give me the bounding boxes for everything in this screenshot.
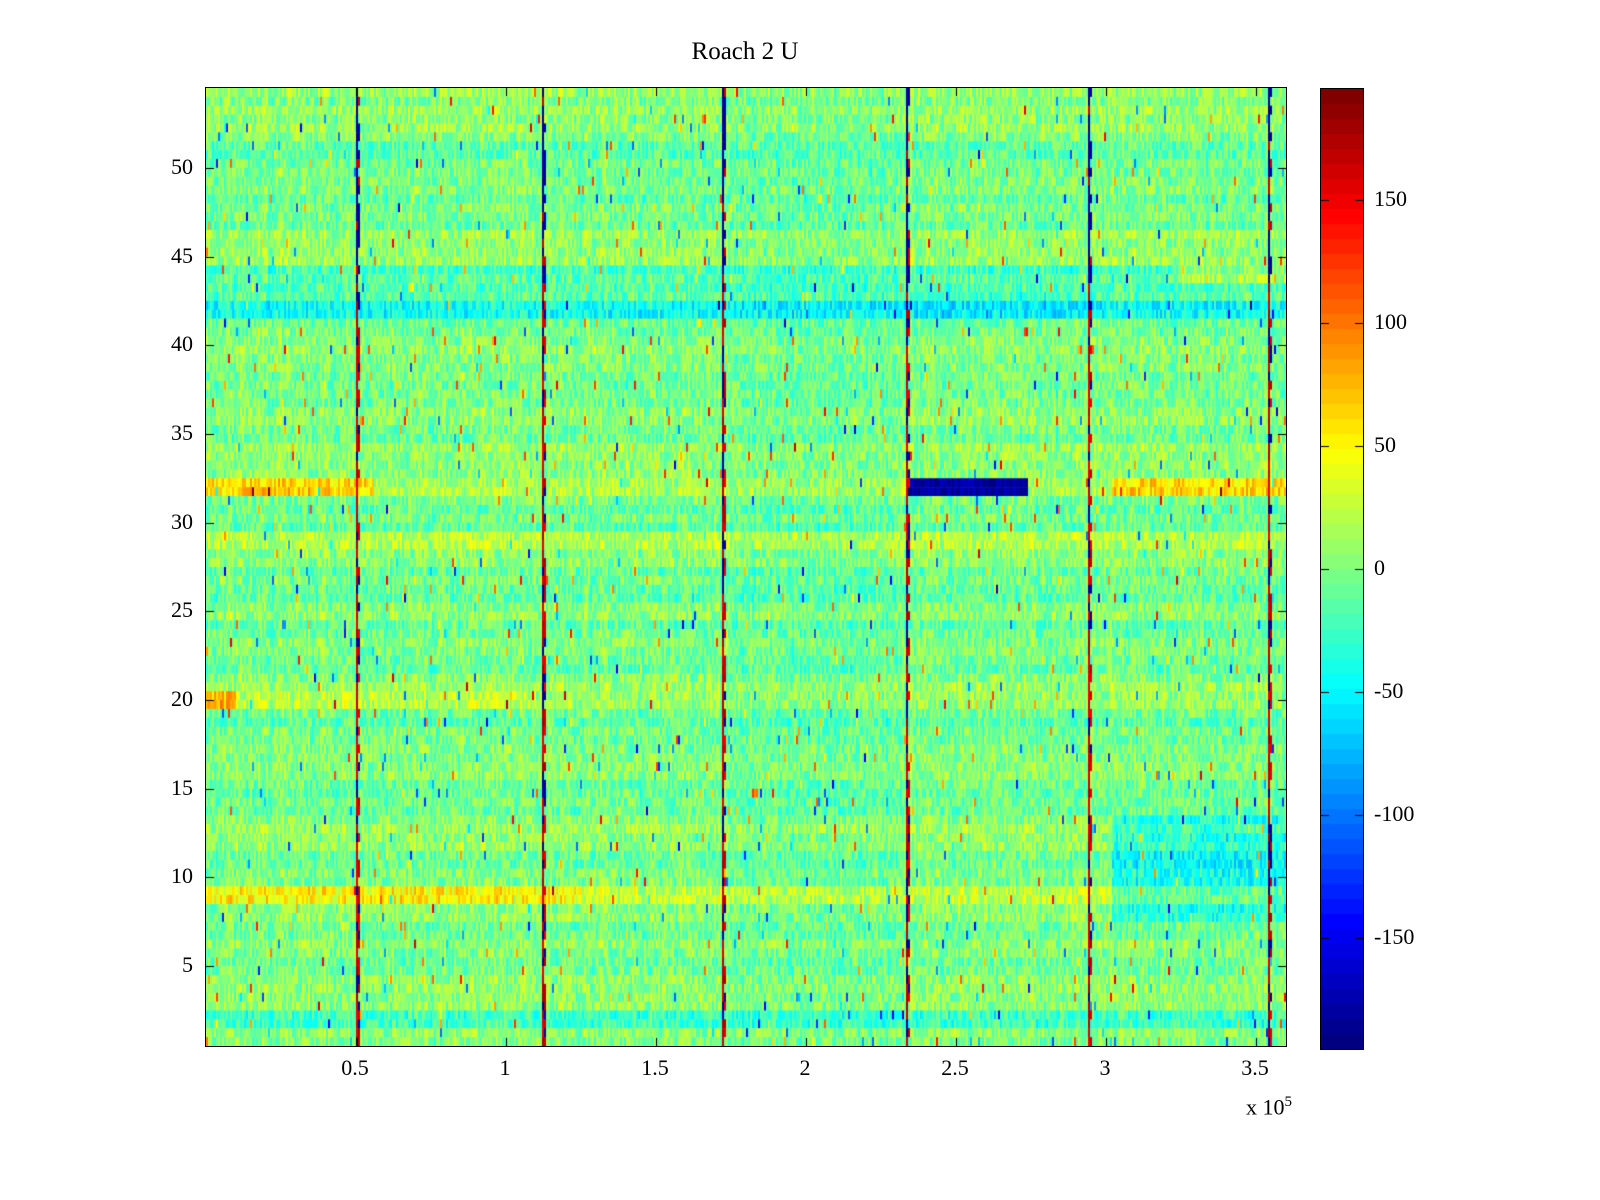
plot-area — [205, 87, 1287, 1047]
chart-title: Roach 2 U — [691, 38, 799, 65]
y-tick-label: 45 — [171, 242, 193, 268]
x-exponent-value: 5 — [1284, 1094, 1293, 1110]
x-tick-label: 0.5 — [341, 1055, 369, 1080]
y-tick-label: 30 — [171, 508, 193, 534]
y-tick-label: 5 — [182, 952, 193, 978]
y-tick-label: 25 — [171, 597, 193, 623]
colorbar — [1320, 88, 1364, 1050]
x-tick-label: 3.5 — [1241, 1055, 1269, 1080]
colorbar-tick-label: -50 — [1374, 678, 1404, 704]
heatmap-canvas — [206, 88, 1286, 1046]
x-axis-exponent-label: x 105 — [1180, 1094, 1292, 1120]
x-exponent-prefix: x 10 — [1246, 1094, 1285, 1120]
y-tick-label: 20 — [171, 686, 193, 712]
x-tick-label: 2.5 — [941, 1055, 969, 1080]
y-tick-label: 35 — [171, 419, 193, 445]
y-tick-label: 50 — [171, 153, 193, 179]
colorbar-tick-label: 0 — [1374, 555, 1385, 580]
colorbar-tick-label: 150 — [1374, 185, 1407, 211]
x-tick-label: 3 — [1099, 1055, 1111, 1080]
y-tick-label: 40 — [171, 331, 193, 357]
x-tick-label: 1 — [499, 1055, 511, 1080]
y-tick-label: 10 — [171, 863, 193, 889]
colorbar-tick-label: 100 — [1374, 308, 1407, 334]
x-tick-label: 1.5 — [641, 1055, 669, 1080]
colorbar-tick-label: -150 — [1374, 924, 1415, 950]
colorbar-tick-label: 50 — [1374, 431, 1396, 457]
x-tick-label: 2 — [799, 1055, 811, 1080]
colorbar-tick-label: -100 — [1374, 801, 1415, 827]
colorbar-canvas — [1321, 89, 1363, 1049]
y-tick-label: 15 — [171, 774, 193, 800]
